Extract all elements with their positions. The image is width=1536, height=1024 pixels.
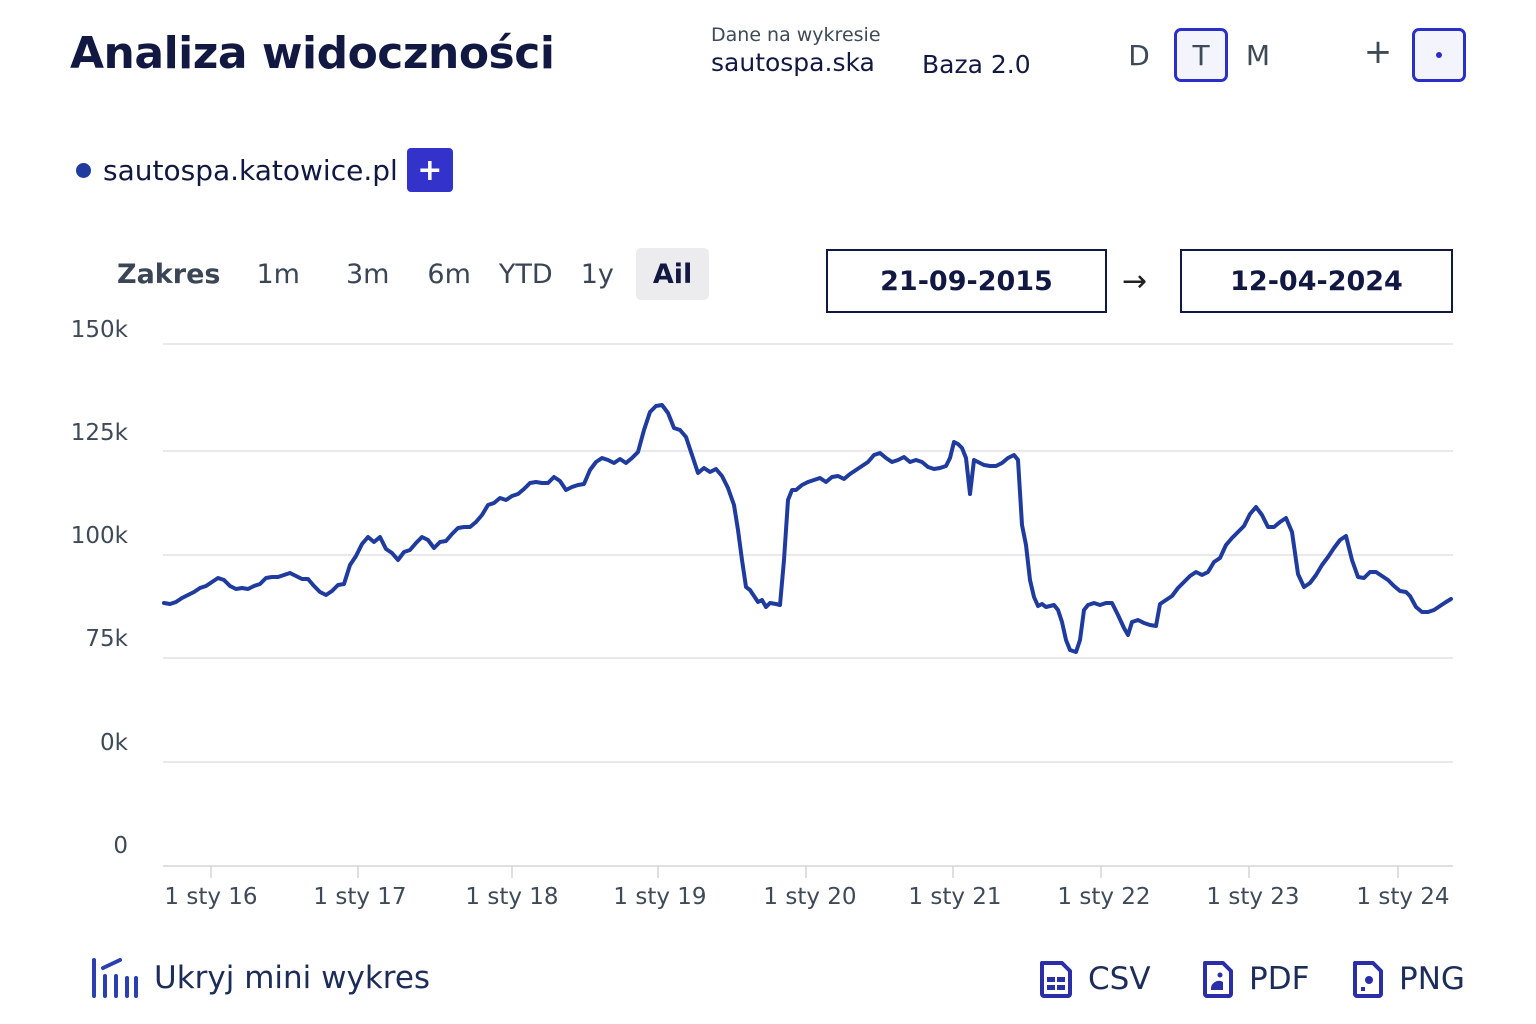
range-selector: Zakres 1m 3m 6m YTD 1y Ail bbox=[117, 248, 710, 300]
database-version[interactable]: Baza 2.0 bbox=[922, 50, 1031, 79]
x-tick-label: 1 sty 20 bbox=[763, 884, 857, 910]
export-pdf-button[interactable]: PDF bbox=[1201, 960, 1309, 998]
dot-icon bbox=[1436, 52, 1442, 58]
series-color-dot-icon bbox=[76, 162, 91, 178]
add-series-button[interactable]: + bbox=[406, 148, 453, 192]
x-tick-label: 1 sty 16 bbox=[164, 884, 258, 910]
png-file-icon bbox=[1353, 961, 1383, 998]
x-tick-label: 1 sty 18 bbox=[465, 884, 559, 910]
range-option-6m[interactable]: 6m bbox=[427, 258, 471, 290]
granularity-weekly-button[interactable]: T bbox=[1174, 28, 1228, 82]
x-axis-ticks bbox=[210, 866, 1399, 878]
export-png-label: PNG bbox=[1399, 961, 1465, 997]
y-tick-label: 0 bbox=[113, 833, 128, 859]
x-tick-label: 1 sty 22 bbox=[1057, 884, 1151, 910]
y-tick-label: 150k bbox=[70, 317, 128, 343]
export-csv-label: CSV bbox=[1088, 961, 1151, 997]
date-from-input[interactable]: 21-09-2015 bbox=[826, 249, 1107, 313]
x-tick-label: 1 sty 19 bbox=[613, 884, 707, 910]
legend-series-name[interactable]: sautospa.katowice.pl bbox=[103, 153, 398, 187]
x-tick-label: 1 sty 17 bbox=[313, 884, 407, 910]
add-button[interactable]: + bbox=[1363, 32, 1393, 72]
range-option-ytd[interactable]: YTD bbox=[498, 258, 553, 290]
data-source-domain[interactable]: sautospa.ska bbox=[711, 48, 875, 77]
range-label: Zakres bbox=[117, 258, 221, 290]
data-source-info: Dane na wykresie sautospa.ska bbox=[711, 24, 881, 77]
gridlines bbox=[163, 343, 1453, 867]
range-option-3m[interactable]: 3m bbox=[345, 258, 390, 290]
export-png-button[interactable]: PNG bbox=[1351, 960, 1465, 998]
range-option-1m[interactable]: 1m bbox=[256, 258, 300, 290]
y-tick-label: 0k bbox=[100, 730, 128, 756]
range-option-all[interactable]: Ail bbox=[635, 248, 710, 300]
y-tick-label: 100k bbox=[70, 523, 128, 549]
range-option-1y[interactable]: 1y bbox=[580, 258, 614, 290]
y-tick-label: 125k bbox=[70, 420, 128, 446]
export-csv-button[interactable]: CSV bbox=[1038, 960, 1151, 998]
x-tick-label: 1 sty 23 bbox=[1206, 884, 1300, 910]
pdf-file-icon bbox=[1203, 961, 1233, 998]
arrow-right-icon: → bbox=[1122, 264, 1148, 299]
export-pdf-label: PDF bbox=[1249, 961, 1310, 997]
granularity-monthly-button[interactable]: M bbox=[1245, 38, 1271, 72]
data-source-label: Dane na wykresie bbox=[711, 24, 881, 46]
date-to-input[interactable]: 12-04-2024 bbox=[1180, 249, 1453, 313]
mini-chart-icon bbox=[92, 958, 138, 998]
toggle-mini-chart-button[interactable]: Ukryj mini wykres bbox=[90, 956, 430, 1000]
toggle-mini-chart-label: Ukryj mini wykres bbox=[154, 960, 431, 996]
legend: sautospa.katowice.pl + bbox=[76, 148, 453, 192]
y-tick-label: 75k bbox=[85, 626, 128, 652]
page-title: Analiza widoczności bbox=[70, 28, 555, 79]
granularity-daily-button[interactable]: D bbox=[1128, 38, 1150, 72]
series-line-sautospa-katowice bbox=[162, 403, 1453, 654]
x-tick-label: 1 sty 21 bbox=[908, 884, 1002, 910]
x-tick-label: 1 sty 24 bbox=[1356, 884, 1450, 910]
csv-file-icon bbox=[1040, 961, 1072, 998]
point-marker-toggle-button[interactable] bbox=[1412, 28, 1466, 82]
